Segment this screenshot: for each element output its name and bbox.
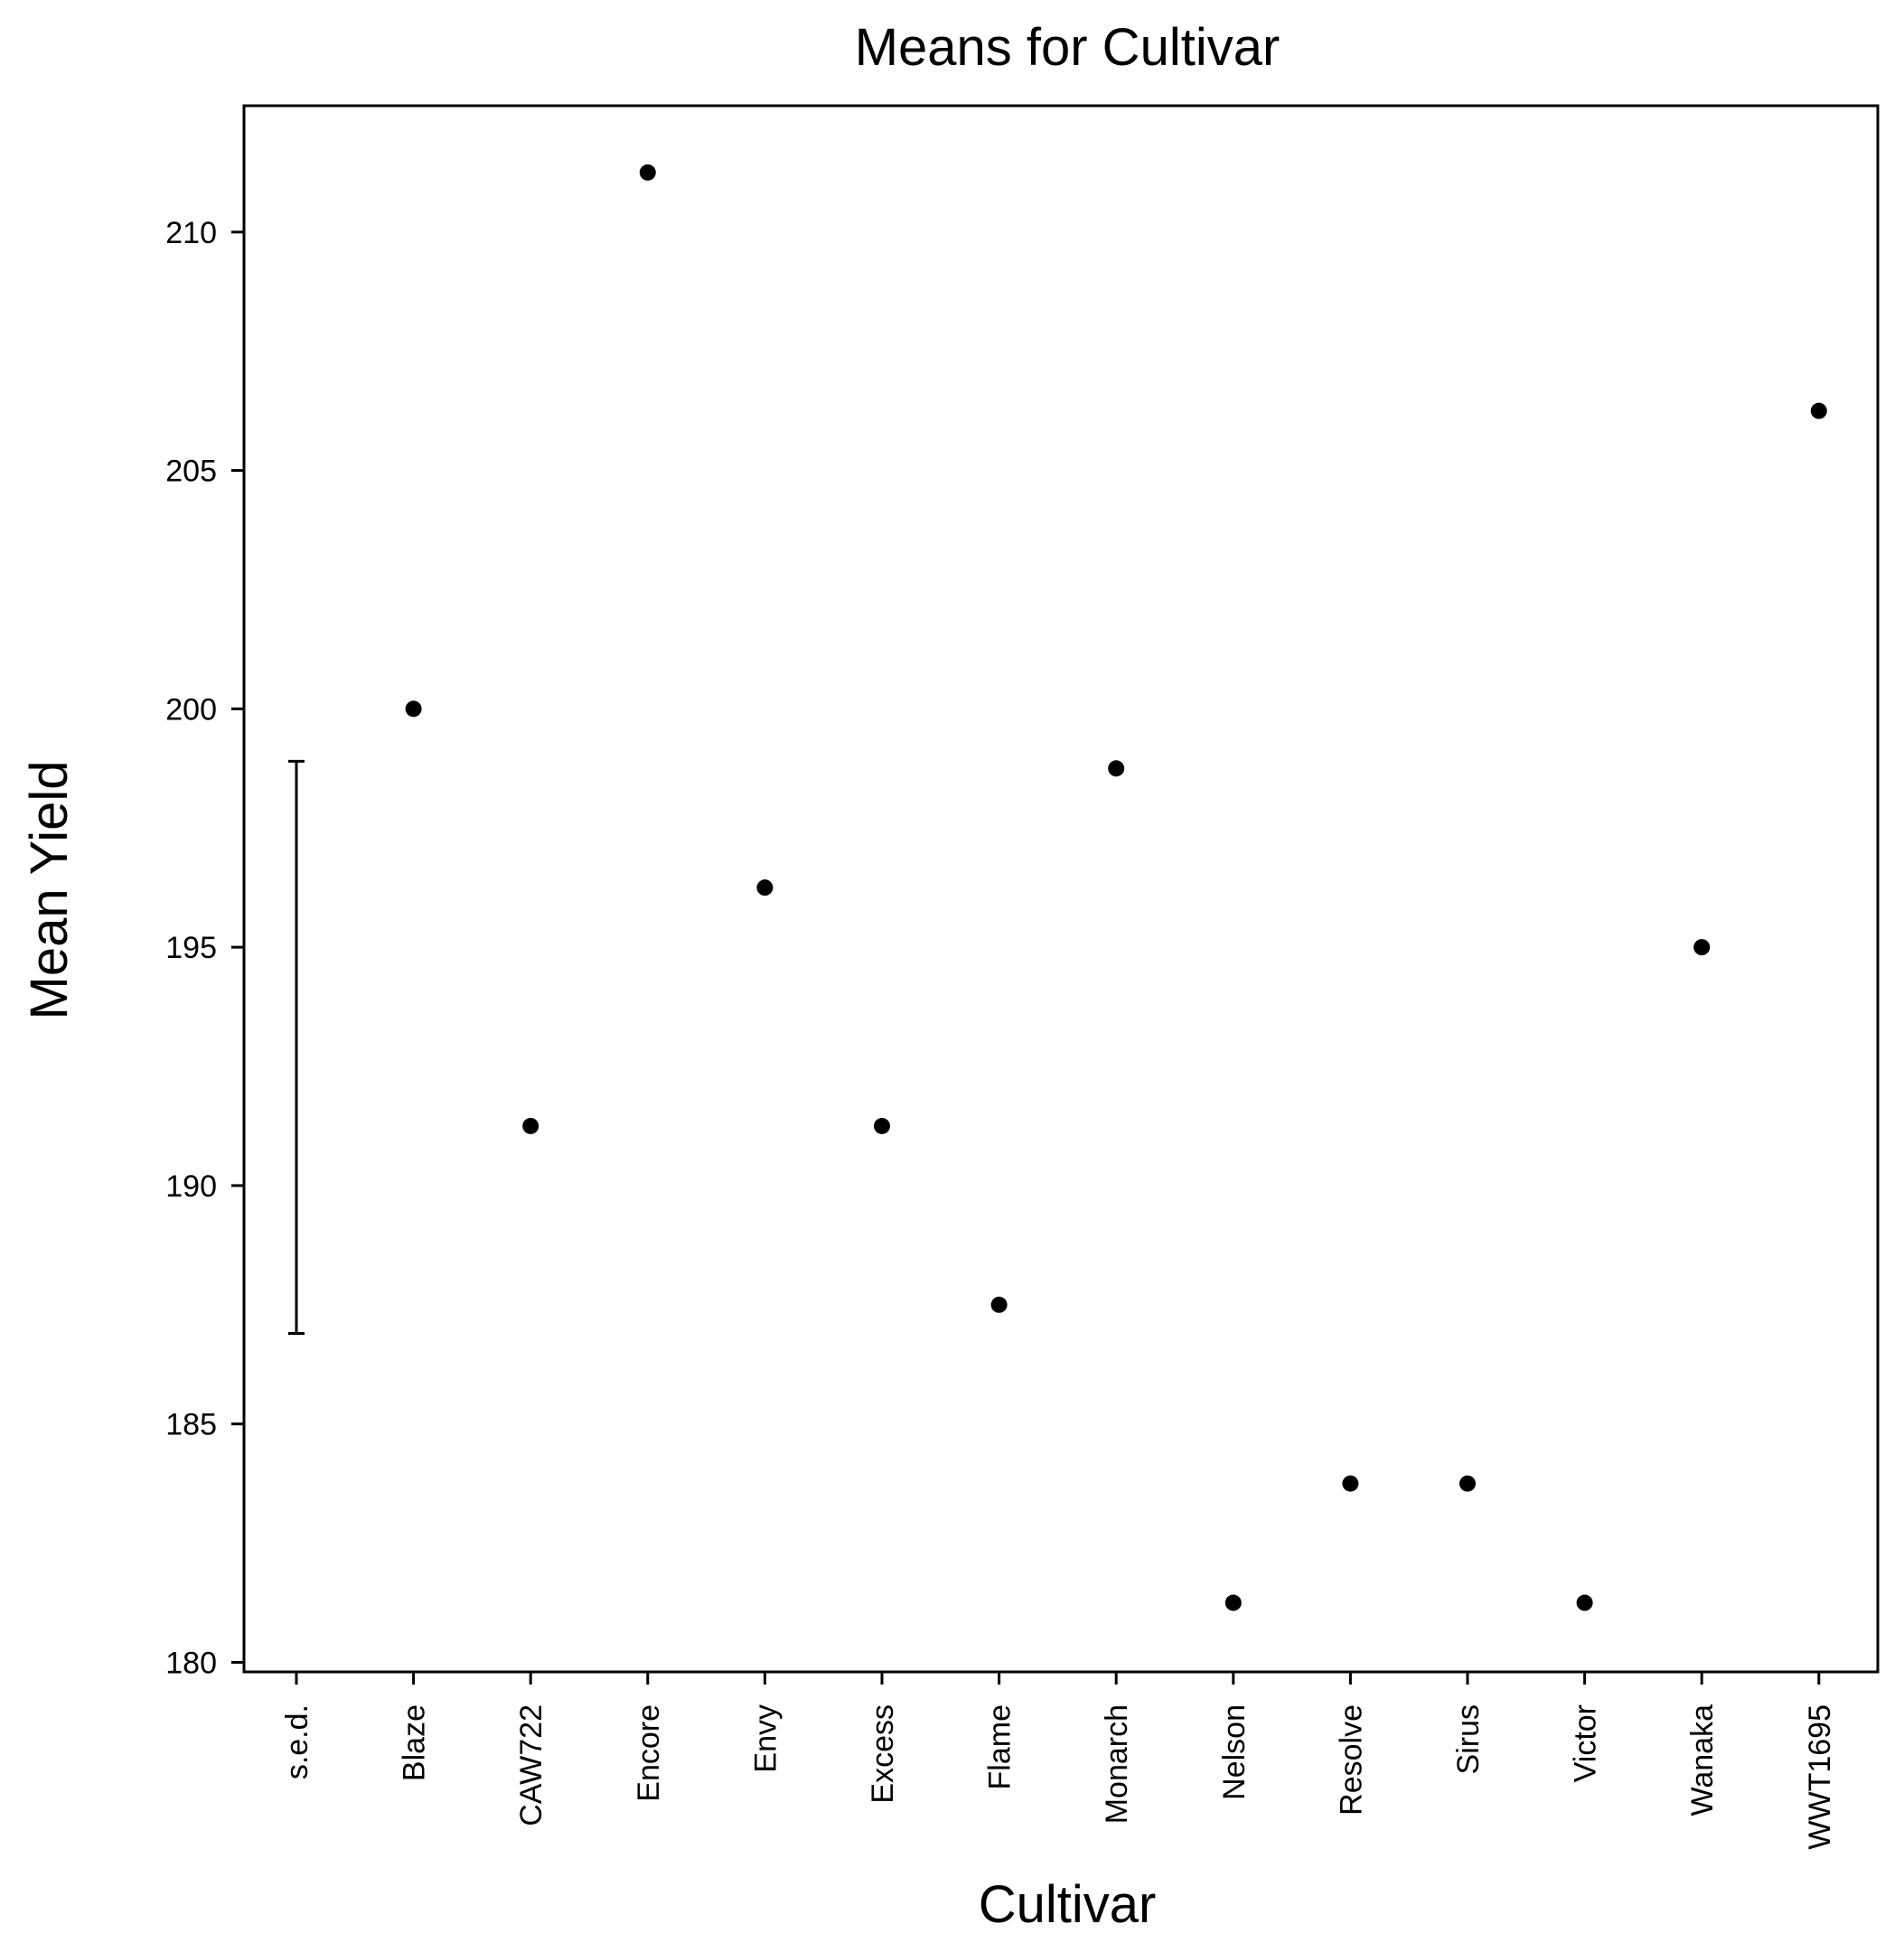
- x-tick-label: Victor: [1569, 1704, 1603, 1782]
- data-point: [1693, 939, 1711, 956]
- y-tick-label: 190: [165, 1169, 217, 1204]
- data-point: [1342, 1475, 1359, 1492]
- y-tick-label: 180: [165, 1646, 217, 1680]
- x-tick-label: Flame: [983, 1704, 1018, 1789]
- chart-title: Means for Cultivar: [855, 18, 1280, 77]
- x-tick-label: Sirus: [1451, 1704, 1486, 1774]
- data-point: [405, 700, 422, 718]
- x-tick-label: Envy: [748, 1704, 783, 1773]
- sed-bar: [288, 759, 305, 1335]
- x-tick-label: s.e.d.: [280, 1704, 314, 1779]
- x-tick-label: CAW722: [514, 1704, 549, 1826]
- y-tick-label: 195: [165, 931, 217, 965]
- data-point: [1108, 760, 1125, 777]
- plot-frame: [242, 104, 1880, 1674]
- data-point: [639, 164, 656, 181]
- x-axis: s.e.d. Blaze CAW722 Encore Envy Excess Flame Mo…: [280, 1672, 1837, 1850]
- x-tick-label: Monarch: [1100, 1704, 1134, 1824]
- x-tick-label: Nelson: [1217, 1704, 1252, 1800]
- x-tick-label: Wanaka: [1685, 1704, 1720, 1816]
- y-tick-label: 205: [165, 455, 217, 489]
- data-point: [1576, 1594, 1593, 1611]
- x-tick-label: Blaze: [398, 1704, 432, 1781]
- y-tick-label: 185: [165, 1408, 217, 1442]
- x-tick-label: WWT1695: [1803, 1704, 1837, 1850]
- data-point: [1810, 402, 1827, 419]
- y-axis-label: Mean Yield: [20, 761, 79, 1020]
- data-point: [1459, 1475, 1476, 1492]
- y-axis: 180 185 190 195 200 205 210: [165, 216, 244, 1680]
- data-point: [756, 879, 774, 896]
- data-point: [990, 1296, 1008, 1313]
- y-tick-label: 210: [165, 216, 217, 250]
- x-tick-label: Excess: [866, 1704, 900, 1804]
- y-tick-label: 200: [165, 692, 217, 727]
- data-point: [522, 1117, 539, 1134]
- x-tick-label: Encore: [632, 1704, 666, 1802]
- data-point: [874, 1117, 890, 1134]
- data-points: [405, 164, 1827, 1611]
- x-axis-label: Cultivar: [979, 1875, 1157, 1934]
- data-point: [1224, 1594, 1242, 1611]
- x-tick-label: Resolve: [1334, 1704, 1368, 1816]
